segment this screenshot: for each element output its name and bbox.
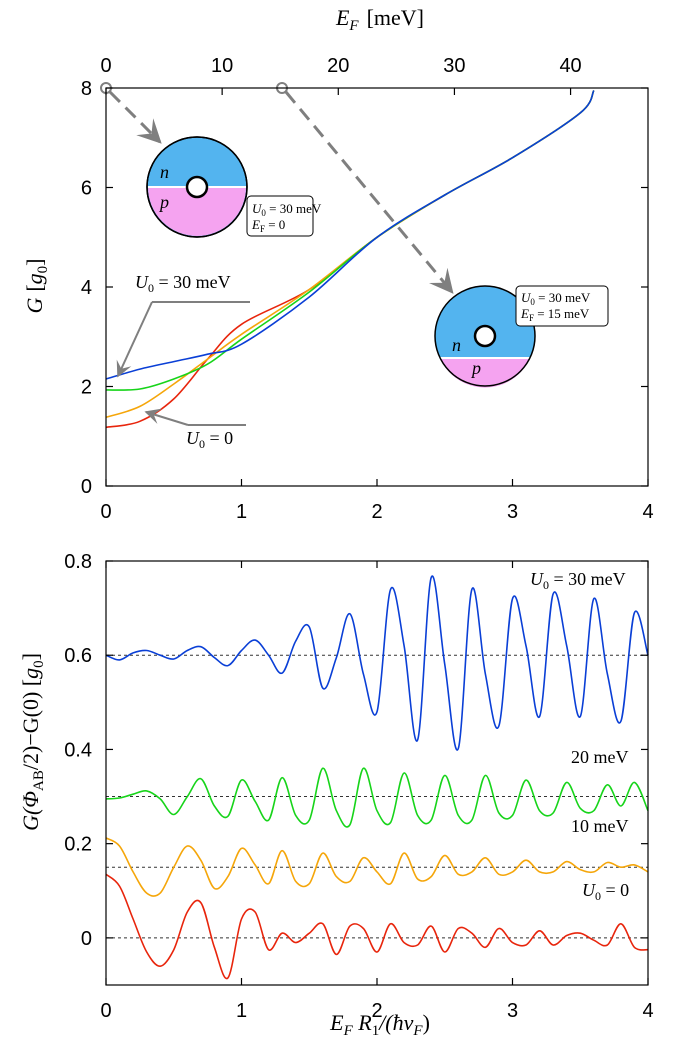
y-tick-label: 6 (81, 178, 92, 200)
y-tick-label: 0.4 (64, 739, 92, 761)
series-line-3 (105, 837, 649, 897)
inset2-ring-outline (434, 285, 536, 387)
inset1-param-box (246, 195, 314, 237)
top-tick-label: 40 (559, 55, 581, 77)
u0-leader-arrow (144, 408, 189, 426)
u30-leader-arrow (116, 301, 153, 378)
series-label-u30: U0 = 30 meV (530, 569, 626, 592)
top-axis-label: EF [meV] (335, 5, 424, 34)
top-panel: n p U0 = 30 meV EF = 0 n p U0 = 30 meV E… (22, 5, 654, 523)
u30-annotation: U0 = 30 meV (135, 272, 231, 295)
inset2-p-label: p (470, 358, 481, 378)
inset-diagram-1: n p U0 = 30 meV EF = 0 (146, 136, 322, 238)
series-label-u0: U0 = 0 (582, 880, 629, 903)
inset2-param-line2: EF = 15 meV (520, 306, 590, 323)
y-tick-label: 8 (81, 78, 92, 100)
top-tick-label: 10 (211, 55, 233, 77)
pointer1-line (108, 90, 162, 144)
x-tick-label: 1 (236, 501, 247, 523)
inset1-param-line1: U0 = 30 meV (252, 201, 322, 218)
y-tick-label: 0.8 (64, 551, 92, 573)
x-tick-label: 4 (642, 501, 653, 523)
inset2-ring-p (440, 358, 530, 388)
y-tick-label: 0 (81, 476, 92, 498)
bottom-y-axis-label: G(ΦAB/2)−G(0) [g0] (18, 653, 47, 831)
bottom-panel: 0 1 2 3 4 0 0.2 0.4 0.6 0.8 U0 = 30 meV 20 meV 10… (18, 551, 654, 1039)
inset1-n-label: n (160, 162, 169, 182)
u0-annotation: U0 = 0 (186, 428, 233, 451)
series-line-2 (105, 767, 649, 828)
inset2-param-box (515, 285, 609, 327)
top-y-axis-label: G[g0] (22, 258, 51, 313)
x-tick-label: 2 (371, 501, 382, 523)
series-label-10mev: 10 meV (571, 816, 629, 836)
x-tick-label: 4 (642, 1000, 653, 1022)
x-tick-label: 1 (236, 1000, 247, 1022)
series-line-4 (105, 873, 649, 980)
series-line-4 (105, 90, 595, 380)
inset2-n-label: n (452, 335, 461, 355)
top-tick-label: 30 (443, 55, 465, 77)
inset-diagram-2: n p U0 = 30 meV EF = 15 meV (434, 285, 609, 388)
inset1-param-line2: EF = 0 (251, 217, 285, 234)
x-tick-label: 3 (507, 501, 518, 523)
series-label-20mev: 20 meV (571, 747, 629, 767)
top-tick-label: 20 (327, 55, 349, 77)
bottom-plot-frame (105, 560, 649, 986)
y-tick-label: 2 (81, 377, 92, 399)
y-tick-label: 0.6 (64, 645, 92, 667)
inset1-ring-outline (146, 136, 248, 238)
x-tick-label: 2 (371, 1000, 382, 1022)
inset2-hole (473, 324, 497, 348)
y-tick-label: 4 (81, 277, 92, 299)
inset1-ring-p (148, 187, 246, 236)
series-line-1 (105, 575, 649, 751)
y-tick-label: 0 (81, 928, 92, 950)
curve-annotations: U0 = 30 meV U0 = 0 (116, 272, 250, 451)
inset1-hole (185, 175, 209, 199)
x-tick-label: 0 (100, 1000, 111, 1022)
inset2-param-line1: U0 = 30 meV (521, 290, 591, 307)
pointer2-line (284, 91, 454, 294)
bottom-x-axis-label: EF R1/(ħvF) (329, 1010, 430, 1039)
inset1-p-label: p (158, 192, 169, 212)
bottom-plot-area: 0 1 2 3 4 0 0.2 0.4 0.6 0.8 (64, 551, 653, 1022)
x-tick-label: 3 (507, 1000, 518, 1022)
top-tick-label: 0 (100, 55, 111, 77)
x-tick-label: 0 (100, 501, 111, 523)
y-tick-label: 0.2 (64, 834, 92, 856)
